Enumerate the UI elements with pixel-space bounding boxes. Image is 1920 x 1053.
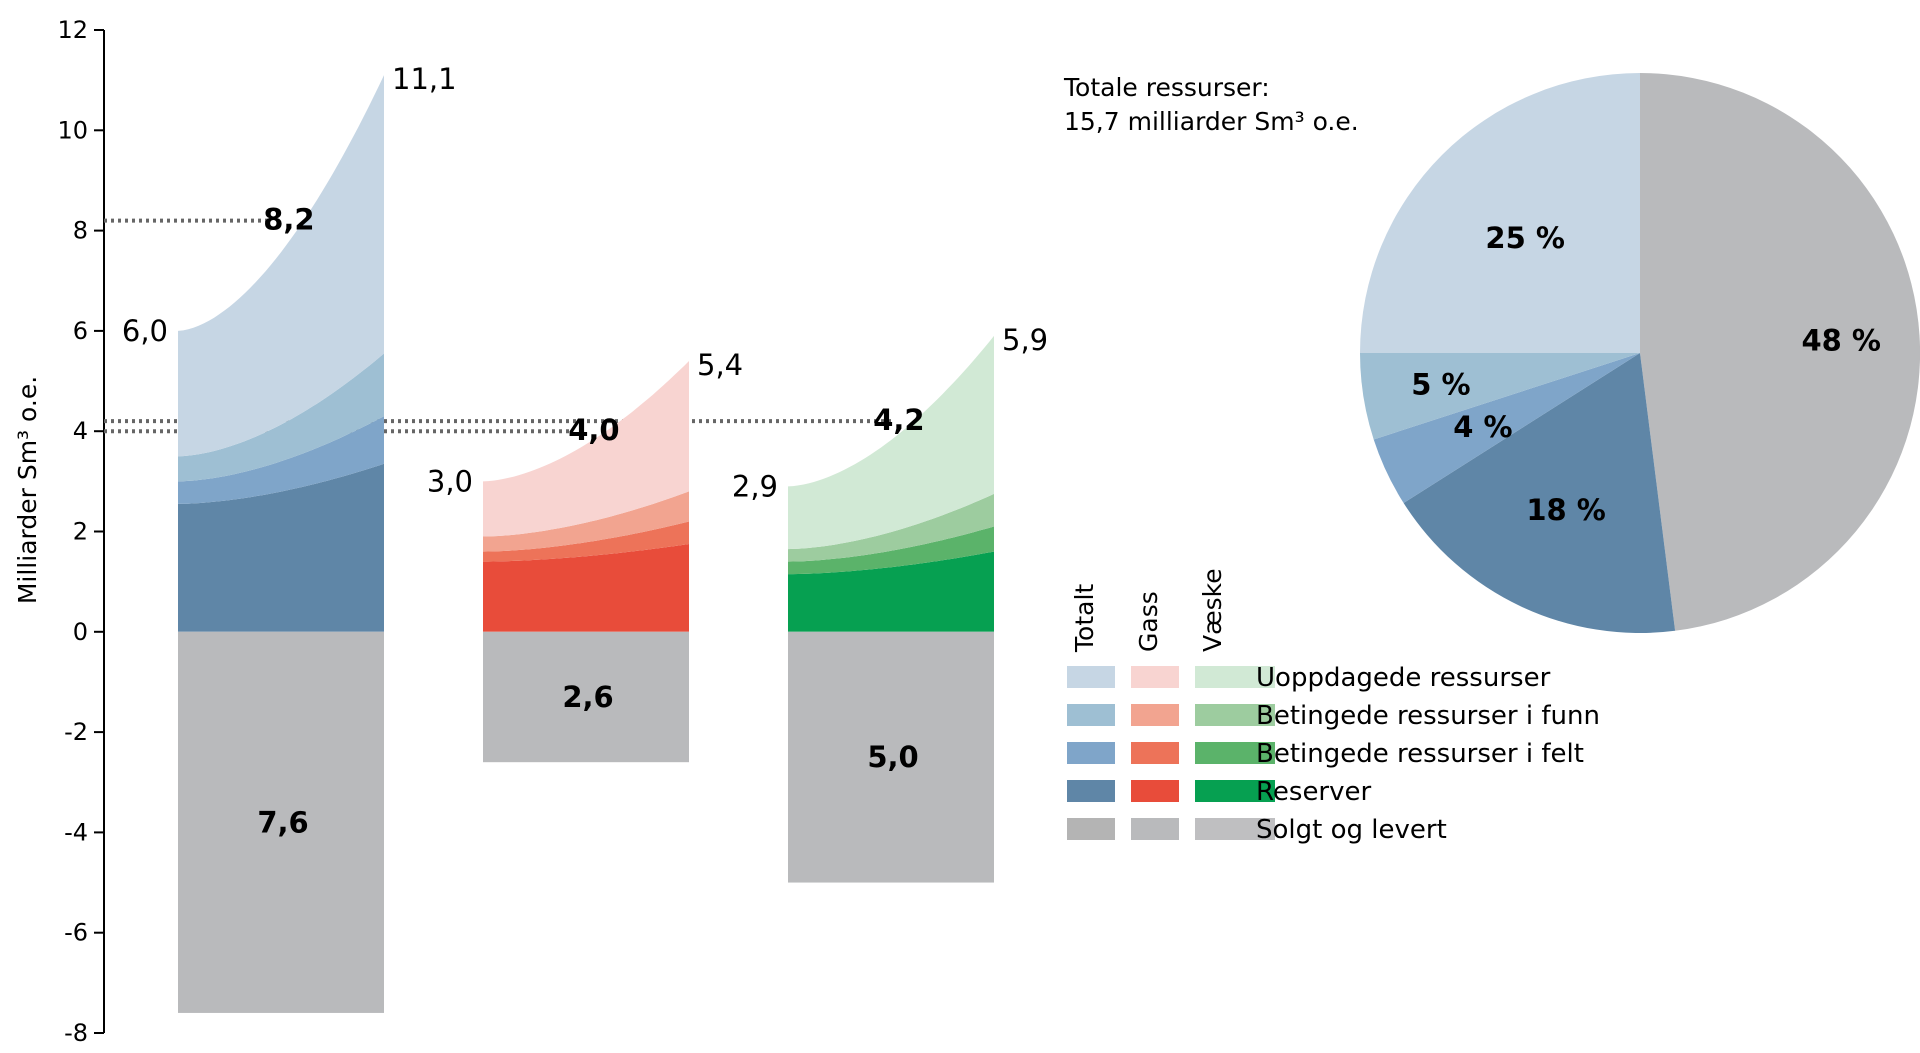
y-tick-label: 6 [73, 317, 88, 345]
area-betingede-funn [483, 491, 689, 552]
legend-swatch [1067, 742, 1115, 764]
pie-slice-label: 18 % [1526, 493, 1606, 527]
legend-swatch [1067, 780, 1115, 802]
legend-column-header: Væske [1198, 568, 1227, 652]
area-betingede-felt [788, 526, 994, 575]
area-reserver [483, 544, 689, 632]
legend-swatch [1195, 666, 1275, 688]
y-tick-label: -8 [64, 1019, 88, 1047]
legend-label: Betingede ressurser i felt [1256, 739, 1584, 769]
mid-value-label: 4,2 [873, 403, 924, 437]
legend-label: Betingede ressurser i funn [1256, 701, 1600, 731]
legend-swatch [1067, 666, 1115, 688]
area-reserver [178, 463, 384, 632]
legend: Totalt Gass Væske Uoppdagede ressurser Betin… [1067, 568, 1600, 845]
sold-value-label: 2,6 [562, 680, 613, 714]
pie-chart: 48 % 18 % 4 % 5 % 25 % [1360, 73, 1920, 634]
legend-swatch [1067, 818, 1115, 840]
group-væske: 5,0 2,9 5,9 4,2 [732, 323, 1048, 883]
y-tick-label: 12 [57, 16, 88, 44]
area-groups: 7,6 6,0 11,1 8,2 2,6 3,0 5,4 4,0 5,0 2,9 5,9 4,2 [122, 62, 1048, 1013]
pie-slice-label: 4 % [1453, 410, 1512, 444]
area-betingede-felt [483, 521, 689, 562]
legend-label: Reserver [1256, 777, 1372, 807]
end-total-label: 5,4 [697, 348, 743, 382]
pie-slice-label: 48 % [1801, 323, 1881, 357]
y-tick-label: 8 [73, 217, 88, 245]
y-tick-label: -6 [64, 919, 88, 947]
start-total-label: 2,9 [732, 469, 778, 503]
start-total-label: 3,0 [427, 464, 473, 498]
y-tick-label: -2 [64, 718, 88, 746]
sold-value-label: 5,0 [867, 740, 918, 774]
start-total-label: 6,0 [122, 314, 168, 348]
mid-value-label: 8,2 [263, 203, 314, 237]
bar-solgt-levert [788, 631, 994, 883]
pie-slice [1360, 73, 1640, 353]
area-uoppdagede [178, 75, 384, 457]
area-reserver [788, 551, 994, 632]
legend-swatch [1195, 818, 1275, 840]
y-tick-label: 4 [73, 417, 88, 445]
legend-swatch [1131, 742, 1179, 764]
pie-slice [1360, 353, 1640, 440]
legend-swatch [1131, 666, 1179, 688]
pie-note-line2: 15,7 milliarder Sm³ o.e. [1064, 107, 1359, 136]
y-tick-label: 0 [73, 618, 88, 646]
group-gass: 2,6 3,0 5,4 4,0 [427, 348, 743, 763]
legend-swatch [1131, 818, 1179, 840]
area-uoppdagede [788, 335, 994, 550]
legend-label: Uoppdagede ressurser [1256, 663, 1551, 693]
bar-solgt-levert [178, 631, 384, 1013]
area-betingede-funn [178, 353, 384, 482]
end-total-label: 5,9 [1002, 323, 1048, 357]
y-axis-label: Milliarder Sm³ o.e. [13, 376, 42, 604]
pie-slice-label: 5 % [1411, 368, 1470, 402]
pie-slice [1373, 353, 1640, 503]
y-tick-label: 10 [57, 116, 88, 144]
legend-column-header: Gass [1134, 591, 1163, 652]
area-betingede-funn [788, 493, 994, 562]
legend-swatch [1131, 780, 1179, 802]
legend-swatch [1067, 704, 1115, 726]
legend-swatch [1195, 704, 1275, 726]
end-total-label: 11,1 [392, 62, 457, 96]
legend-column-header: Totalt [1070, 584, 1099, 653]
pie-slice [1640, 73, 1920, 631]
legend-swatch [1195, 742, 1275, 764]
y-tick-label: 2 [73, 518, 88, 546]
legend-label: Solgt og levert [1256, 815, 1447, 845]
mid-value-label: 4,0 [568, 413, 619, 447]
y-axis: 12 10 8 6 4 2 0 -2 -4 -6 -8 [57, 16, 105, 1047]
bar-solgt-levert [483, 631, 689, 763]
area-uoppdagede [483, 361, 689, 537]
pie-slice-label: 25 % [1485, 221, 1565, 255]
sold-value-label: 7,6 [257, 805, 308, 839]
area-betingede-felt [178, 416, 384, 504]
group-totalt: 7,6 6,0 11,1 8,2 [122, 62, 457, 1013]
pie-slice [1403, 353, 1676, 634]
legend-swatch [1195, 780, 1275, 802]
legend-swatch [1131, 704, 1179, 726]
y-tick-label: -4 [64, 818, 88, 846]
pie-note-line1: Totale ressurser: [1063, 73, 1270, 102]
